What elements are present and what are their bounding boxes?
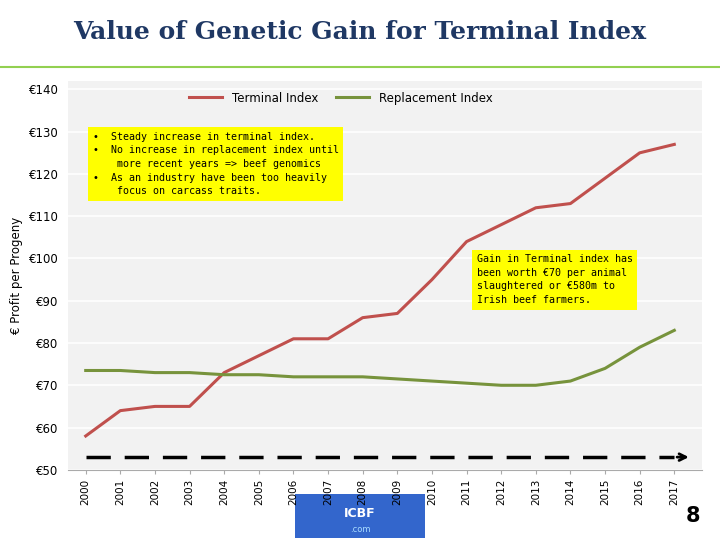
- Text: Value of Genetic Gain for Terminal Index: Value of Genetic Gain for Terminal Index: [73, 19, 647, 44]
- Text: 8: 8: [686, 505, 701, 526]
- Legend: Terminal Index, Replacement Index: Terminal Index, Replacement Index: [185, 87, 497, 109]
- Text: .com: .com: [350, 525, 370, 534]
- FancyBboxPatch shape: [295, 494, 425, 538]
- Y-axis label: € Profit per Progeny: € Profit per Progeny: [10, 217, 23, 334]
- Text: © Irish Cattle Breeding Federation Soc Ltd 2013: © Irish Cattle Breeding Federation Soc L…: [11, 511, 195, 520]
- Text: ICBF: ICBF: [344, 507, 376, 520]
- Text: •  Steady increase in terminal index.
•  No increase in replacement index until
: • Steady increase in terminal index. • N…: [93, 132, 338, 196]
- FancyBboxPatch shape: [671, 494, 716, 538]
- Text: Gain in Terminal index has
been worth €70 per animal
slaughtered or €580m to
Iri: Gain in Terminal index has been worth €7…: [477, 254, 633, 305]
